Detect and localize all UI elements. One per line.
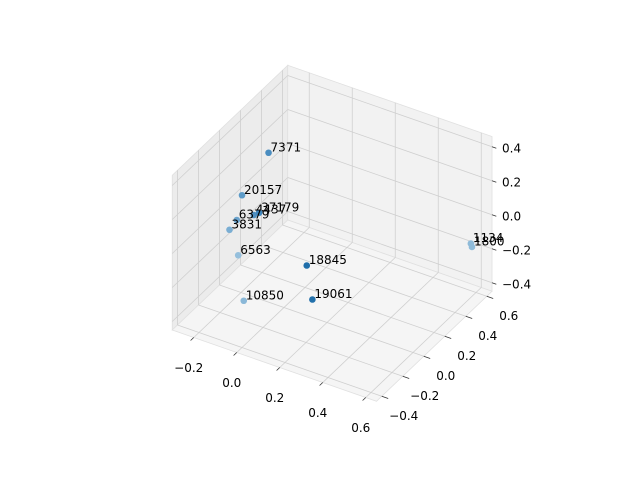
grid-line — [193, 227, 310, 338]
tick-mark — [486, 295, 494, 299]
point — [250, 211, 258, 219]
grid-line — [287, 211, 493, 284]
grid-line — [171, 211, 289, 322]
grid-line — [171, 109, 289, 220]
z-tick-label: −0.2 — [502, 243, 531, 257]
tick-mark — [402, 375, 410, 379]
point-label: 4437 — [256, 203, 287, 217]
point — [303, 262, 311, 269]
grid-line — [287, 177, 493, 250]
y-tick-label: −0.2 — [410, 389, 439, 403]
floor-pane — [171, 219, 493, 402]
grid-line — [177, 324, 382, 397]
point-label: 3831 — [232, 217, 263, 231]
grid-line — [287, 109, 493, 182]
point — [265, 149, 272, 157]
point-label: 7371 — [271, 140, 302, 154]
tick-mark — [276, 367, 281, 371]
point-label: 6379 — [239, 208, 270, 222]
point-label: 6563 — [240, 243, 271, 257]
point-label: 18845 — [309, 253, 347, 267]
tick-mark — [233, 352, 238, 356]
grid-line — [198, 304, 403, 377]
y-tick-label: 0.2 — [457, 349, 476, 363]
tick-mark — [319, 382, 324, 386]
point — [233, 216, 241, 224]
tick-mark — [491, 214, 497, 217]
tick-mark — [362, 397, 367, 401]
point-label: 1800 — [474, 234, 505, 248]
grid-line — [171, 143, 289, 254]
z-tick-label: 0.2 — [502, 175, 521, 189]
x-tick-label: 0.6 — [351, 421, 370, 435]
grid-line — [236, 242, 353, 353]
z-tick-label: 0.4 — [502, 141, 521, 155]
y-tick-label: −0.4 — [389, 409, 418, 423]
grid-line — [287, 143, 493, 216]
grid-line — [219, 284, 424, 357]
point-label: 10850 — [246, 288, 284, 302]
grid-line — [240, 264, 445, 337]
point — [226, 226, 233, 234]
grid-line — [287, 75, 493, 148]
point — [468, 243, 476, 251]
point-label: 1134 — [473, 231, 504, 245]
tick-mark — [491, 248, 497, 251]
grid-line — [261, 244, 466, 317]
x-tick-label: 0.2 — [265, 391, 284, 405]
x-tick-label: 0.0 — [222, 376, 241, 390]
grid-line — [282, 224, 487, 297]
x-tick-label: 0.4 — [308, 406, 327, 420]
grid-line — [171, 75, 289, 186]
tick-mark — [444, 335, 452, 339]
y-tick-label: 0.4 — [478, 329, 497, 343]
y-tick-label: 0.0 — [436, 369, 455, 383]
point-label: 20157 — [244, 183, 282, 197]
grid-line — [279, 257, 396, 368]
tick-mark — [381, 395, 389, 399]
tick-mark — [491, 180, 497, 183]
tick-mark — [465, 315, 473, 319]
point-label: 19061 — [314, 287, 352, 301]
point — [240, 297, 248, 305]
grid-line — [365, 287, 482, 398]
point — [309, 296, 316, 303]
point — [234, 251, 242, 259]
x-tick-label: −0.2 — [174, 361, 203, 375]
z-tick-label: −0.4 — [502, 277, 531, 291]
point-label: 37179 — [261, 200, 299, 214]
z-tick-label: 0.0 — [502, 209, 521, 223]
point — [255, 209, 263, 217]
tick-mark — [491, 282, 497, 285]
grid-line — [322, 272, 439, 383]
tick-mark — [491, 146, 497, 149]
tick-mark — [423, 355, 431, 359]
point — [238, 191, 246, 199]
tick-mark — [190, 337, 195, 341]
y-tick-label: 0.6 — [499, 309, 518, 323]
